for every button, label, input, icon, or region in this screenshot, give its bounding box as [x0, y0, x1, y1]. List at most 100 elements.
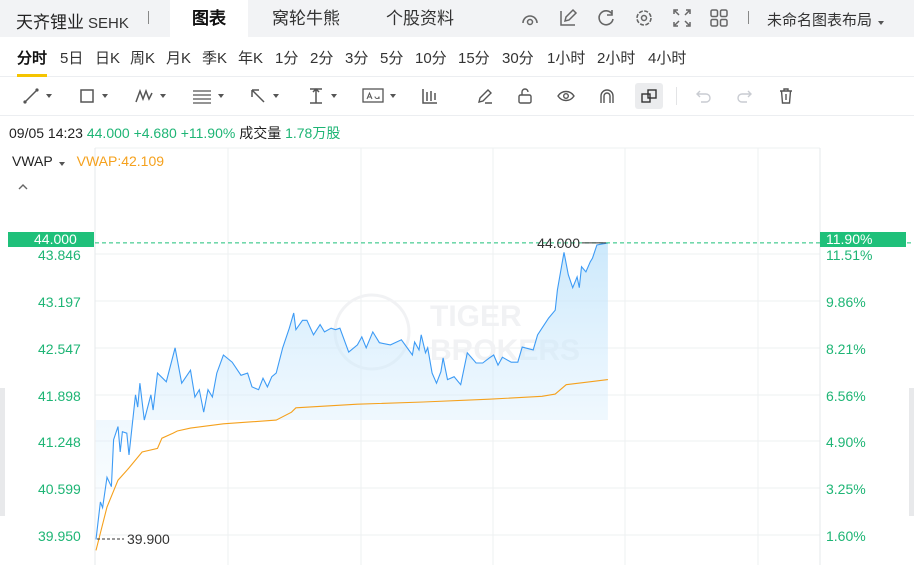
price-axis-label: 43.197 [38, 294, 81, 310]
measure-tool-icon [310, 87, 322, 104]
indicator-legend: VWAP VWAP:42.109 [12, 153, 164, 169]
line-tool-icon [23, 88, 39, 104]
pct-axis-label: 3.25% [826, 481, 866, 497]
period-2[interactable]: 日K [95, 50, 121, 67]
pct-axis-label: 9.86% [826, 294, 866, 310]
vwap-line [95, 379, 608, 551]
indicator-dropdown[interactable]: VWAP [12, 153, 73, 169]
period-16[interactable]: 4小时 [648, 50, 687, 67]
volume-value: 1.78万股 [285, 125, 341, 141]
right-scroll-handle[interactable] [909, 388, 914, 516]
period-4[interactable]: 月K [166, 50, 192, 67]
divider [676, 87, 677, 105]
period-1[interactable]: 5日 [60, 50, 84, 67]
caret-down-icon [878, 21, 885, 25]
arrow-tool-icon [251, 89, 265, 103]
vwap-value: VWAP:42.109 [76, 153, 165, 169]
low-price-label: 39.900 [127, 531, 170, 547]
period-10[interactable]: 5分 [380, 50, 404, 67]
price-area-fill [96, 242, 608, 540]
top-bar: 天齐锂业 SEHK 图表 窝轮牛熊 个股资料 未命名图表布局 [0, 0, 914, 37]
exchange-label: SEHK [88, 15, 129, 32]
tab-chart[interactable]: 图表 [170, 0, 248, 37]
quote-change-pct: +11.90% [180, 125, 236, 141]
period-15[interactable]: 2小时 [597, 50, 636, 67]
pct-axis-label: 4.90% [826, 434, 866, 450]
divider [748, 11, 749, 24]
price-axis-label: 41.248 [38, 434, 81, 450]
current-price-tag: 44.000 [8, 232, 94, 247]
refresh-icon[interactable] [596, 8, 616, 28]
drawing-toolbar [0, 77, 914, 116]
pencil-icon [478, 89, 492, 104]
redo-icon [737, 90, 752, 103]
magnet-button[interactable] [598, 85, 616, 107]
left-scroll-handle[interactable] [0, 388, 5, 516]
magnet-icon [600, 89, 614, 103]
fullscreen-icon[interactable] [672, 8, 692, 28]
settings-icon[interactable] [634, 8, 654, 28]
layout-label: 未命名图表布局 [767, 12, 873, 29]
period-9[interactable]: 3分 [345, 50, 369, 67]
unlock-icon [518, 88, 532, 104]
volume-label: 成交量 [239, 125, 282, 141]
visibility-button[interactable] [557, 85, 575, 107]
period-11[interactable]: 10分 [415, 50, 447, 67]
quote-datetime: 09/05 14:23 [9, 125, 83, 141]
lock-button[interactable] [516, 85, 534, 107]
period-3[interactable]: 周K [130, 50, 156, 67]
undo-button[interactable] [695, 85, 713, 107]
stock-title: 天齐锂业 SEHK [16, 8, 129, 33]
redo-button[interactable] [735, 85, 753, 107]
line-tool-button[interactable] [22, 85, 52, 107]
pct-axis-label: 11.51% [826, 247, 873, 263]
undo-icon [696, 90, 711, 103]
layout-dropdown[interactable]: 未命名图表布局 [767, 9, 885, 30]
period-6[interactable]: 年K [238, 50, 264, 67]
price-line [95, 242, 609, 540]
speedometer-icon[interactable] [520, 8, 540, 28]
pct-axis-label: 1.60% [826, 528, 866, 544]
price-axis-label: 42.547 [38, 341, 81, 357]
period-bar: 分时 5日 日K 周K 月K 季K 年K 1分 2分 3分 5分 10分 15分 30分 1小时 2小时 4小时 [0, 37, 914, 77]
price-axis-label: 39.950 [38, 528, 81, 544]
edit-icon[interactable] [558, 8, 578, 28]
caret-down-icon [58, 162, 65, 166]
arrow-tool-button[interactable] [249, 85, 279, 107]
rectangle-tool-icon [80, 89, 94, 103]
period-8[interactable]: 2分 [310, 50, 334, 67]
text-tool-icon [362, 88, 384, 103]
overlap-button[interactable] [635, 83, 663, 109]
pct-axis-label: 8.21% [826, 341, 866, 357]
pattern-tool-button[interactable] [134, 85, 166, 107]
measure-tool-button[interactable] [307, 85, 337, 107]
price-axis-label: 40.599 [38, 481, 81, 497]
tab-stock-info[interactable]: 个股资料 [386, 9, 454, 28]
indicator-name: VWAP [12, 153, 53, 169]
stock-name: 天齐锂业 [16, 13, 84, 32]
eye-icon [557, 90, 575, 102]
price-axis-label: 43.846 [38, 247, 81, 263]
collapse-chevron-up-icon[interactable] [17, 182, 29, 192]
period-5[interactable]: 季K [202, 50, 228, 67]
pct-axis-label: 6.56% [826, 388, 866, 404]
period-12[interactable]: 15分 [458, 50, 490, 67]
fibonacci-tool-button[interactable] [192, 85, 224, 107]
period-13[interactable]: 30分 [502, 50, 534, 67]
indicator-button[interactable] [421, 85, 439, 107]
period-7[interactable]: 1分 [275, 50, 299, 67]
rectangle-tool-button[interactable] [78, 85, 108, 107]
grid-layout-icon[interactable] [709, 8, 729, 28]
text-tool-button[interactable] [362, 85, 396, 107]
candle-indicator-icon [422, 89, 437, 104]
delete-button[interactable] [777, 85, 795, 107]
trash-icon [780, 88, 792, 104]
divider [148, 11, 149, 24]
watermark-text: TIGER [430, 300, 522, 333]
period-14[interactable]: 1小时 [547, 50, 586, 67]
high-price-label: 44.000 [537, 235, 580, 251]
pencil-button[interactable] [476, 85, 494, 107]
tab-warrants[interactable]: 窝轮牛熊 [272, 9, 340, 28]
period-0[interactable]: 分时 [17, 47, 48, 77]
